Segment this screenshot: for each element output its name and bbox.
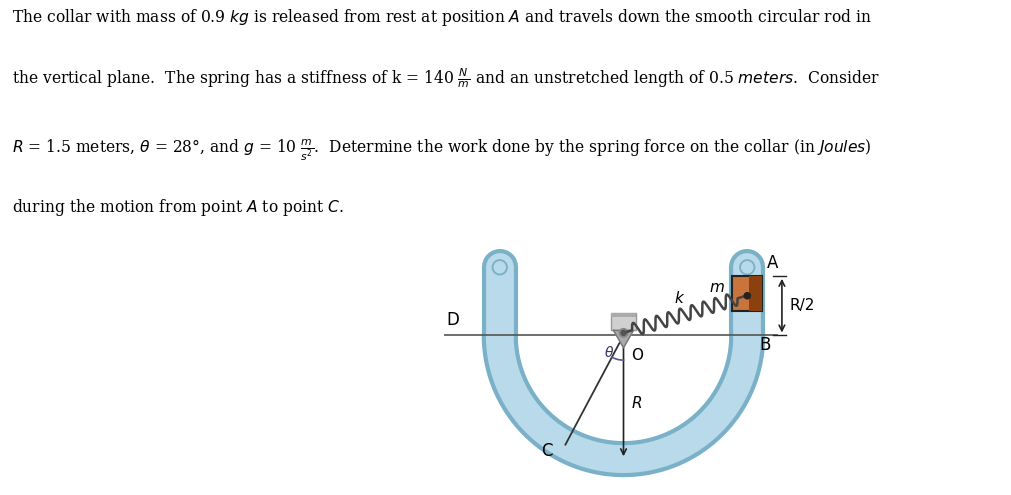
Text: the vertical plane.  The spring has a stiffness of k = 140 $\frac{N}{m}$ and an : the vertical plane. The spring has a sti… [12, 66, 880, 90]
Text: C: C [541, 442, 552, 460]
Text: during the motion from point $A$ to point $C$.: during the motion from point $A$ to poin… [12, 197, 344, 218]
Text: B: B [759, 336, 770, 354]
Bar [732, 276, 761, 311]
Text: R/2: R/2 [789, 298, 814, 313]
Text: A: A [766, 254, 777, 272]
Text: $m$: $m$ [709, 280, 724, 295]
Text: O: O [630, 347, 642, 363]
Text: $\theta$: $\theta$ [603, 345, 613, 360]
Text: $R$ = 1.5 meters, $\theta$ = 28$\degree$, and $g$ = 10 $\frac{m}{s^2}$.  Determi: $R$ = 1.5 meters, $\theta$ = 28$\degree$… [12, 138, 870, 163]
Text: The collar with mass of 0.9 $kg$ is released from rest at position $A$ and trave: The collar with mass of 0.9 $kg$ is rele… [12, 7, 870, 28]
Polygon shape [613, 331, 633, 347]
Text: D: D [446, 311, 459, 329]
Circle shape [621, 331, 626, 336]
Bar [611, 313, 635, 331]
Circle shape [741, 262, 752, 273]
Bar [748, 276, 761, 311]
Bar [611, 313, 635, 317]
Circle shape [743, 293, 749, 299]
Text: $R$: $R$ [630, 396, 641, 411]
Circle shape [619, 329, 627, 337]
Text: $k$: $k$ [673, 290, 684, 306]
Circle shape [491, 260, 507, 275]
Circle shape [493, 262, 504, 273]
Circle shape [739, 260, 754, 275]
